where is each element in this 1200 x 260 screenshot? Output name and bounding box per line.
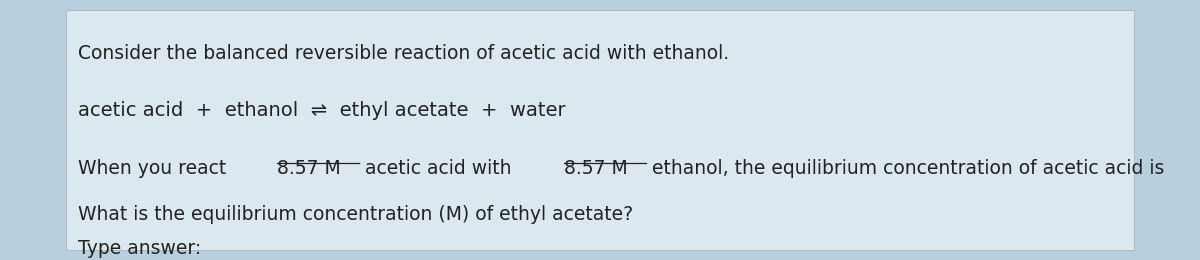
- Text: When you react: When you react: [78, 159, 233, 178]
- Text: 8.57 M: 8.57 M: [277, 159, 341, 178]
- Text: ethanol, the equilibrium concentration of acetic acid is: ethanol, the equilibrium concentration o…: [646, 159, 1170, 178]
- Text: acetic acid with: acetic acid with: [359, 159, 517, 178]
- Text: Consider the balanced reversible reaction of acetic acid with ethanol.: Consider the balanced reversible reactio…: [78, 44, 730, 63]
- Text: 8.57 M: 8.57 M: [564, 159, 628, 178]
- Text: What is the equilibrium concentration (M) of ethyl acetate?: What is the equilibrium concentration (M…: [78, 205, 634, 224]
- FancyBboxPatch shape: [66, 10, 1134, 250]
- Text: Type answer:: Type answer:: [78, 239, 202, 258]
- Text: acetic acid  +  ethanol  ⇌  ethyl acetate  +  water: acetic acid + ethanol ⇌ ethyl acetate + …: [78, 101, 565, 120]
